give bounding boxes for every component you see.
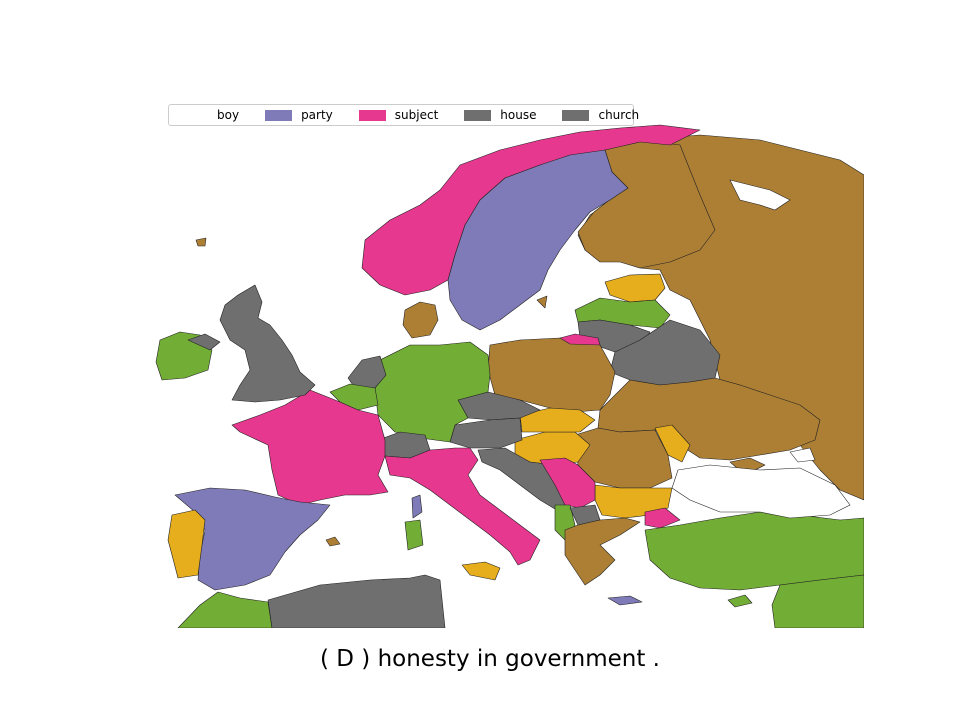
kaliningrad-region [559,333,601,346]
france-region [231,389,389,506]
balearic-region [325,536,341,547]
greece-region [564,517,641,586]
sardinia-region [404,519,424,551]
estonia-region [604,273,666,303]
cyprus-region [727,594,753,608]
levant-region [771,574,864,628]
legend-swatch-church [562,109,590,121]
legend-swatch-house [464,109,492,121]
legend-item-house: house [464,108,536,122]
germany-region [374,341,491,443]
legend-swatch-boy [181,109,208,121]
corsica-region [411,494,423,519]
portugal-region [167,509,206,579]
crete-region [607,595,643,606]
iceland-fragment [195,237,207,247]
legend-item-party: party [265,108,333,122]
map-caption: ( D ) honesty in government . [319,646,660,672]
sicily-region [461,561,501,581]
legend-label-subject: subject [394,108,439,122]
legend-label-boy: boy [217,108,240,122]
slovakia-region [519,407,596,433]
great-britain-region [219,284,316,403]
denmark-region [402,301,439,339]
czechia-region [457,391,541,421]
legend-swatch-party [265,109,293,121]
legend-swatch-subject [358,109,386,121]
sweden-region [447,149,629,331]
northern-ireland-region [187,333,221,351]
morocco-region [177,591,273,628]
legend-item-subject: subject [358,108,439,122]
legend-item-church: church [562,108,639,122]
black-sea [671,464,851,519]
algeria-region [267,574,446,628]
austria-region [449,417,523,449]
serbia-region [539,457,596,509]
legend-label-party: party [301,108,333,122]
legend-label-house: house [500,108,537,122]
italy-region [384,447,541,566]
legend-label-church: church [598,108,640,122]
turkey-region [644,511,864,591]
azov-white-patch [789,447,816,463]
white-sea [729,179,791,211]
turkey-europe-region [644,507,681,529]
gotland-region [536,295,548,309]
legend-item-boy: boy [181,108,239,122]
map-legend: boy party subject house church [168,104,639,126]
